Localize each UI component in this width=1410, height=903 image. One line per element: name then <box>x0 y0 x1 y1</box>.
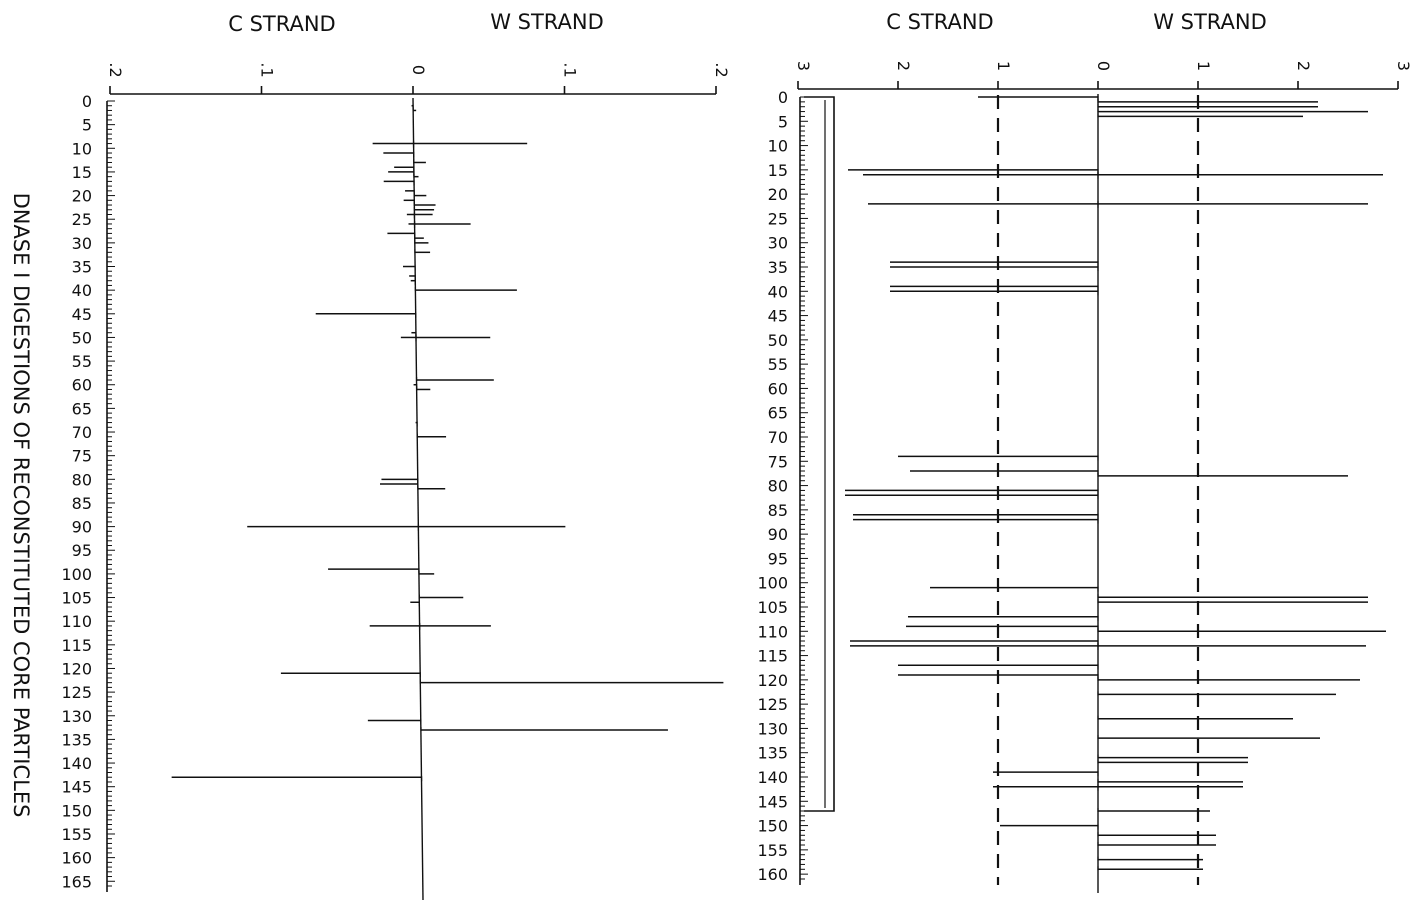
left-y-tick-label: 15 <box>72 163 92 182</box>
left-y-tick-label: 45 <box>72 305 92 324</box>
right-y-tick-label: 95 <box>768 549 788 568</box>
left-y-tick-label: 30 <box>72 234 92 253</box>
right-y-tick-label: 130 <box>757 719 788 738</box>
right-y-tick-label: 110 <box>757 622 788 641</box>
right-y-tick-label: 55 <box>768 355 788 374</box>
left-x-tick-label: .1 <box>258 62 277 77</box>
right-core-bracket <box>804 96 835 812</box>
left-y-tick-label: 60 <box>72 376 92 395</box>
right-y-tick-label: 10 <box>768 137 788 156</box>
left-y-tick-label: 85 <box>72 494 92 513</box>
right-w-strand-label: W STRAND <box>1153 10 1267 34</box>
right-y-tick-label: 40 <box>768 282 788 301</box>
left-y-tick-label: 135 <box>61 730 92 749</box>
right-y-tick-label: 65 <box>768 404 788 423</box>
right-y-tick-label: 0 <box>778 88 788 107</box>
side-title: DNASE I DIGESTIONS OF RECONSTITUTED CORE… <box>9 193 33 818</box>
left-y-tick-label: 145 <box>61 778 92 797</box>
left-y-tick-label: 0 <box>82 92 92 111</box>
left-y-tick-label: 5 <box>82 116 92 135</box>
right-y-tick-label: 5 <box>778 112 788 131</box>
left-c-strand-label: C STRAND <box>228 12 335 36</box>
left-x-tick-label: .2 <box>106 62 125 77</box>
left-y-tick-label: 20 <box>72 187 92 206</box>
right-y-tick-label: 140 <box>757 768 788 787</box>
left-y-tick-label: 120 <box>61 659 92 678</box>
right-y-tick-label: 145 <box>757 792 788 811</box>
right-x-tick-label: 2 <box>894 61 913 71</box>
left-x-tick-label: 0 <box>409 65 428 75</box>
right-y-tick-label: 90 <box>768 525 788 544</box>
left-zero-line <box>412 97 424 901</box>
right-x-tick-label: 3 <box>794 61 813 71</box>
right-y-tick-label: 70 <box>768 428 788 447</box>
right-y-tick-label: 35 <box>768 258 788 277</box>
right-y-tick-label: 155 <box>757 841 788 860</box>
left-y-tick-label: 10 <box>72 139 92 158</box>
right-x-tick-label: 0 <box>1094 61 1113 71</box>
left-y-tick-label: 95 <box>72 541 92 560</box>
left-panel: C STRAND W STRAND .2 .1 0 .1 .2 0 5 10 15 20 25 30 3… <box>61 10 731 901</box>
right-y-tick-label: 60 <box>768 379 788 398</box>
left-y-tick-label: 55 <box>72 352 92 371</box>
right-y-tick-label: 80 <box>768 477 788 496</box>
left-y-tick-label: 25 <box>72 210 92 229</box>
right-y-tick-label: 125 <box>757 695 788 714</box>
left-y-tick-label: 165 <box>61 872 92 891</box>
left-y-tick-label: 140 <box>61 754 92 773</box>
right-y-tick-label: 25 <box>768 209 788 228</box>
right-y-tick-label: 105 <box>757 598 788 617</box>
right-x-tick-label: 2 <box>1294 61 1313 71</box>
right-y-tick-label: 160 <box>757 865 788 884</box>
left-y-tick-label: 125 <box>61 683 92 702</box>
left-x-tick-label: .2 <box>712 62 731 77</box>
right-y-tick-label: 15 <box>768 161 788 180</box>
right-y-tick-label: 120 <box>757 671 788 690</box>
right-y-tick-label: 75 <box>768 452 788 471</box>
right-x-tick-label: 1 <box>994 61 1013 71</box>
left-y-tick-label: 110 <box>61 612 92 631</box>
right-y-tick-label: 85 <box>768 501 788 520</box>
left-y-tick-label: 90 <box>72 518 92 537</box>
right-x-tick-label: 1 <box>1194 61 1213 71</box>
left-y-tick-label: 80 <box>72 470 92 489</box>
left-y-tick-label: 105 <box>61 589 92 608</box>
left-y-tick-label: 150 <box>61 801 92 820</box>
right-x-tick-label: 3 <box>1394 61 1410 71</box>
left-y-tick-label: 155 <box>61 825 92 844</box>
right-c-strand-label: C STRAND <box>886 10 993 34</box>
right-y-tick-label: 135 <box>757 744 788 763</box>
left-y-tick-label: 70 <box>72 423 92 442</box>
right-panel: C STRAND W STRAND 3210123051015202530354… <box>757 10 1410 893</box>
right-y-tick-label: 20 <box>768 185 788 204</box>
right-y-tick-label: 100 <box>757 574 788 593</box>
left-y-tick-label: 130 <box>61 707 92 726</box>
right-y-tick-label: 115 <box>757 647 788 666</box>
left-y-tick-label: 40 <box>72 281 92 300</box>
left-y-tick-label: 75 <box>72 447 92 466</box>
left-y-tick-label: 160 <box>61 849 92 868</box>
right-y-tick-label: 50 <box>768 331 788 350</box>
right-y-tick-label: 30 <box>768 234 788 253</box>
left-x-tick-label: .1 <box>561 62 580 77</box>
left-w-strand-label: W STRAND <box>490 10 604 34</box>
left-y-tick-label: 65 <box>72 399 92 418</box>
right-y-tick-label: 45 <box>768 307 788 326</box>
left-y-tick-label: 35 <box>72 258 92 277</box>
right-y-tick-label: 150 <box>757 817 788 836</box>
left-y-tick-label: 100 <box>61 565 92 584</box>
left-y-tick-label: 115 <box>61 636 92 655</box>
left-y-tick-label: 50 <box>72 328 92 347</box>
